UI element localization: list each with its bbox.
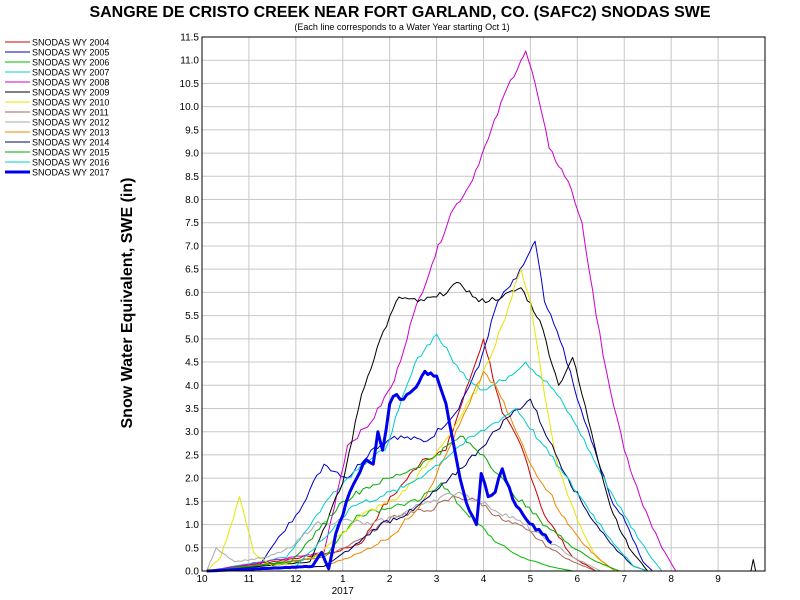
y-tick-label: 7.5 bbox=[185, 218, 199, 229]
y-tick-label: 4.0 bbox=[185, 381, 199, 392]
y-tick-label: 8.5 bbox=[185, 172, 199, 183]
y-tick-label: 3.0 bbox=[185, 427, 199, 438]
legend-label: SNODAS WY 2009 bbox=[32, 88, 109, 98]
y-tick-label: 11.0 bbox=[180, 56, 199, 67]
y-tick-label: 5.0 bbox=[185, 334, 199, 345]
series-line bbox=[206, 482, 573, 572]
plot-frame bbox=[201, 36, 766, 572]
series-line bbox=[206, 338, 597, 572]
series-line bbox=[206, 370, 616, 572]
y-tick-label: 10.0 bbox=[180, 102, 200, 113]
x-tick-label: 1 bbox=[340, 574, 346, 585]
series-line bbox=[206, 240, 653, 572]
series-line bbox=[206, 496, 597, 572]
grid-lines bbox=[202, 36, 765, 571]
y-tick-label: 9.0 bbox=[185, 149, 199, 160]
series-line bbox=[206, 333, 663, 572]
series-line bbox=[206, 268, 616, 572]
series-lines bbox=[206, 50, 757, 573]
chart-subtitle: (Each line corresponds to a Water Year s… bbox=[294, 22, 510, 32]
y-tick-label: 0.0 bbox=[185, 567, 199, 578]
x-tick-label: 4 bbox=[481, 574, 487, 585]
series-line bbox=[206, 408, 648, 572]
legend-label: SNODAS WY 2017 bbox=[32, 168, 109, 178]
x-tick-label: 10 bbox=[196, 574, 208, 585]
y-tick-label: 6.0 bbox=[185, 288, 199, 299]
x-tick-label: 5 bbox=[528, 574, 534, 585]
y-axis-ticks: 0.0 0.5 1.0 1.5 2.0 2.5 3.0 3.5 4.0 4.5 5.0 5.5 6.0 6… bbox=[180, 33, 200, 578]
end-marker bbox=[750, 559, 757, 572]
y-tick-label: 10.5 bbox=[180, 79, 200, 90]
y-tick-label: 2.5 bbox=[185, 450, 199, 461]
y-tick-label: 7.0 bbox=[185, 241, 199, 252]
x-tick-label: 11 bbox=[244, 574, 255, 585]
legend-label: SNODAS WY 2011 bbox=[32, 108, 109, 118]
y-tick-label: 9.5 bbox=[185, 125, 199, 136]
legend-label: SNODAS WY 2006 bbox=[32, 58, 109, 68]
x-tick-label: 7 bbox=[621, 574, 627, 585]
y-tick-label: 11.5 bbox=[180, 33, 199, 44]
legend-label: SNODAS WY 2007 bbox=[32, 68, 109, 78]
x-tick-label: 2 bbox=[387, 574, 393, 585]
y-tick-label: 2.0 bbox=[185, 474, 199, 485]
series-line bbox=[206, 435, 620, 572]
y-tick-label: 1.5 bbox=[185, 497, 199, 508]
x-tick-label: 3 bbox=[434, 574, 440, 585]
y-tick-label: 5.5 bbox=[185, 311, 199, 322]
x-tick-label: 6 bbox=[575, 574, 581, 585]
legend-label: SNODAS WY 2016 bbox=[32, 158, 109, 168]
legend-label: SNODAS WY 2004 bbox=[32, 38, 109, 48]
y-tick-label: 4.5 bbox=[185, 358, 199, 369]
series-line bbox=[206, 50, 677, 572]
legend-label: SNODAS WY 2012 bbox=[32, 118, 109, 128]
legend-label: SNODAS WY 2008 bbox=[32, 78, 109, 88]
legend-label: SNODAS WY 2014 bbox=[32, 138, 109, 148]
x-year-label: 2017 bbox=[332, 586, 355, 597]
chart-title: SANGRE DE CRISTO CREEK NEAR FORT GARLAND… bbox=[89, 4, 711, 21]
y-tick-label: 3.5 bbox=[185, 404, 199, 415]
legend-label: SNODAS WY 2013 bbox=[32, 128, 109, 138]
legend-label: SNODAS WY 2005 bbox=[32, 48, 109, 58]
legend-label: SNODAS WY 2015 bbox=[32, 148, 109, 158]
x-tick-label: 8 bbox=[668, 574, 674, 585]
y-tick-label: 8.0 bbox=[185, 195, 199, 206]
y-tick-label: 6.5 bbox=[185, 265, 199, 276]
x-tick-label: 12 bbox=[290, 574, 302, 585]
series-line bbox=[206, 491, 602, 572]
y-tick-label: 1.0 bbox=[185, 520, 199, 531]
y-tick-label: 0.5 bbox=[185, 543, 199, 554]
x-tick-label: 9 bbox=[715, 574, 721, 585]
series-line bbox=[206, 369, 553, 573]
legend-label: SNODAS WY 2010 bbox=[32, 98, 109, 108]
